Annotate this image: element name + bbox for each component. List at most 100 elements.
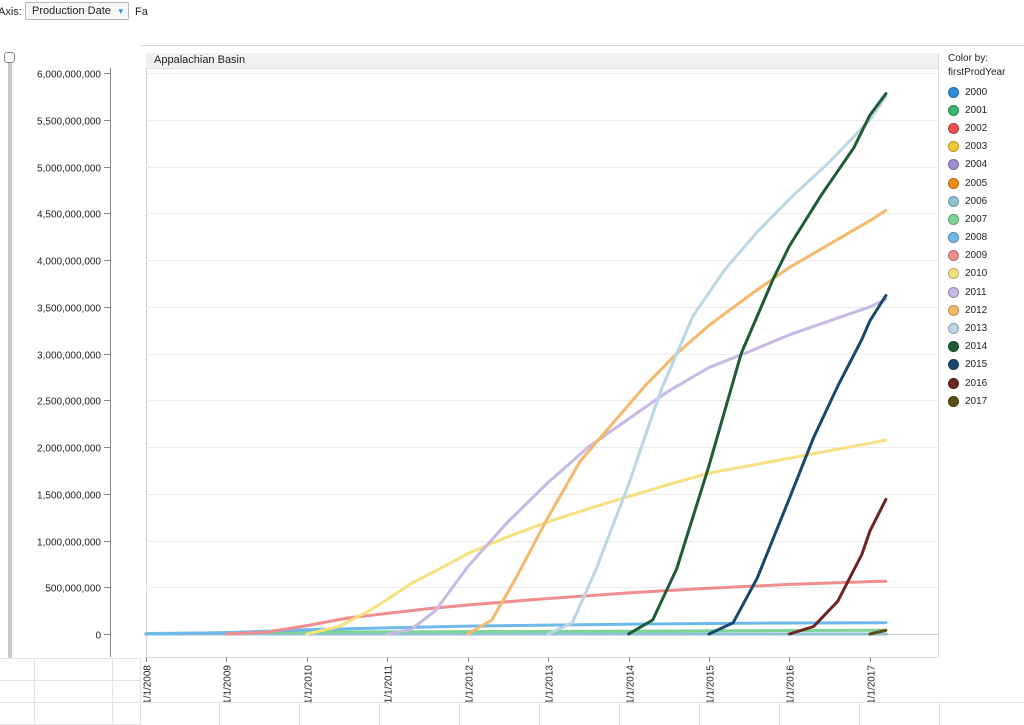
legend-swatch [948,141,959,153]
x-tick-label: 1/1/2009 [223,665,234,704]
x-tick-label: 1/1/2010 [304,665,315,704]
legend-label: 2012 [965,304,988,316]
legend-item-2011[interactable]: 2011 [948,283,1024,301]
legend-label: 2016 [965,377,988,389]
legend-label: 2005 [965,177,988,189]
legend-label: 2007 [965,213,988,225]
legend-swatch [948,268,959,280]
legend-swatch [948,232,959,244]
legend-label: 2006 [965,195,988,207]
x-tick-label: 1/1/2012 [465,665,476,704]
legend-title-line: Color by: [948,53,989,64]
series-line-2011 [385,297,888,636]
y-tick-label: 3,500,000,000 [37,304,101,315]
legend-item-2013[interactable]: 2013 [948,319,1024,337]
axis-label: Axis: [0,6,22,18]
legend-item-2005[interactable]: 2005 [948,174,1024,192]
legend-swatch [948,359,959,371]
legend-label: 2001 [965,104,988,116]
series-line-2009 [224,579,888,636]
y-tick-label: 4,500,000,000 [37,210,101,221]
vertical-zoom-slider-handle[interactable] [4,52,15,63]
legend-swatch [948,122,959,134]
panel-header: Appalachian Basin [146,53,938,69]
legend-swatch [948,159,959,171]
series-line-2017 [868,628,888,636]
legend-swatch [948,395,959,407]
legend: Color by: firstProdYear 2000 2001 2002 2003… [948,52,1024,410]
legend-item-2004[interactable]: 2004 [948,156,1024,174]
legend-item-2010[interactable]: 2010 [948,265,1024,283]
x-tick-label: 1/1/2013 [545,665,556,704]
x-tick-label: 1/1/2017 [867,665,878,704]
legend-swatch [948,250,959,262]
legend-item-2012[interactable]: 2012 [948,301,1024,319]
panel-title: Appalachian Basin [154,54,246,66]
legend-item-2014[interactable]: 2014 [948,338,1024,356]
legend-item-2006[interactable]: 2006 [948,192,1024,210]
legend-swatch [948,286,959,298]
axis-dropdown[interactable]: Production Date ▾ [25,2,129,20]
plot-frame [146,53,939,658]
x-tick-label: 1/1/2008 [143,665,154,704]
legend-label: 2017 [965,395,988,407]
y-tick-label: 500,000,000 [45,584,101,595]
legend-label: 2004 [965,159,988,171]
truncated-toolbar-label: Fa [135,6,148,18]
legend-item-2008[interactable]: 2008 [948,229,1024,247]
legend-field-name: firstProdYear [948,67,1006,78]
legend-item-2015[interactable]: 2015 [948,356,1024,374]
legend-swatch [948,195,959,207]
legend-items: 2000 2001 2002 2003 2004 2005 2006 2007 2008 2009… [948,83,1024,410]
legend-swatch [948,104,959,116]
x-tick-label: 1/1/2011 [384,665,395,704]
legend-swatch [948,86,959,98]
legend-label: 2010 [965,268,988,280]
legend-item-2003[interactable]: 2003 [948,138,1024,156]
legend-label: 2013 [965,323,988,335]
legend-label: 2009 [965,250,988,262]
y-tick-label: 2,000,000,000 [37,444,101,455]
legend-swatch [948,323,959,335]
series-line-2014 [627,92,888,636]
legend-item-2009[interactable]: 2009 [948,247,1024,265]
series-line-2012 [466,208,888,636]
y-tick-label: 2,500,000,000 [37,397,101,408]
legend-item-2002[interactable]: 2002 [948,119,1024,137]
legend-item-2017[interactable]: 2017 [948,392,1024,410]
y-tick-label: 3,000,000,000 [37,351,101,362]
y-tick-label: 5,500,000,000 [37,117,101,128]
legend-swatch [948,304,959,316]
legend-item-2016[interactable]: 2016 [948,374,1024,392]
legend-item-2001[interactable]: 2001 [948,101,1024,119]
legend-label: 2015 [965,359,988,371]
x-tick-label: 1/1/2015 [706,665,717,704]
legend-label: 2000 [965,86,988,98]
divider [140,45,1024,46]
legend-item-2000[interactable]: 2000 [948,83,1024,101]
legend-label: 2003 [965,141,988,153]
x-tick-label: 1/1/2016 [786,665,797,704]
y-tick-label: 5,000,000,000 [37,164,101,175]
legend-item-2007[interactable]: 2007 [948,210,1024,228]
series-line-2015 [707,294,888,636]
legend-swatch [948,377,959,389]
legend-label: 2002 [965,122,988,134]
line-chart: 0 500,000,000 1,000,000,000 1,500,000,000 2,… [37,53,939,704]
legend-label: 2011 [965,286,987,298]
y-tick-label: 0 [95,631,101,642]
y-tick-label: 1,500,000,000 [37,491,101,502]
axis-dropdown-value: Production Date [32,5,111,17]
legend-label: 2014 [965,341,988,353]
legend-swatch [948,213,959,225]
y-tick-label: 6,000,000,000 [37,70,101,81]
bottom-table-grid [0,658,1024,725]
vertical-zoom-slider-track[interactable] [8,58,12,658]
series-line-2013 [546,94,888,636]
legend-swatch [948,177,959,189]
series-line-2016 [787,497,888,636]
series-line-2010 [305,438,888,636]
y-tick-label: 1,000,000,000 [37,538,101,549]
legend-label: 2008 [965,232,988,244]
chevron-down-icon: ▾ [118,6,123,16]
